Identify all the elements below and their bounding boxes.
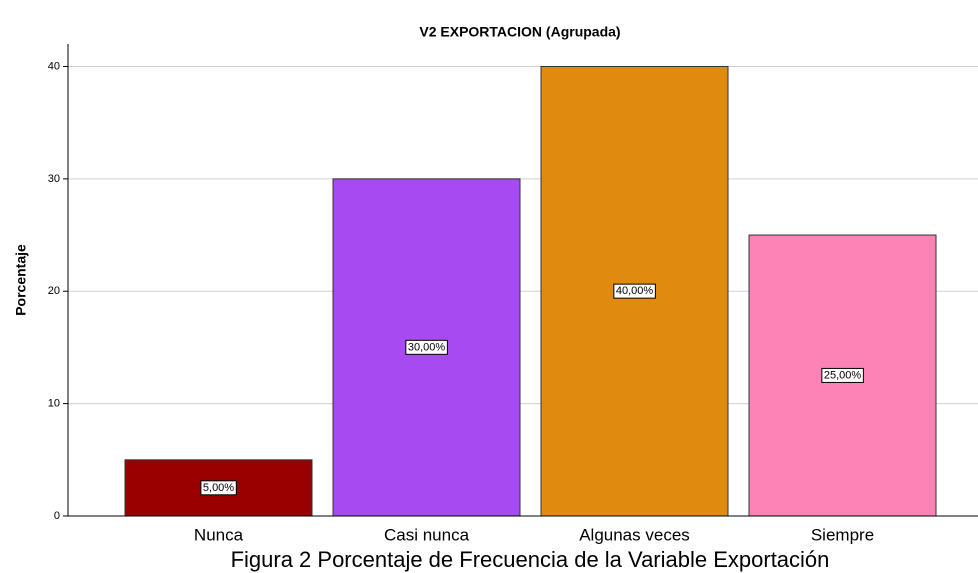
chart-title: V2 EXPORTACION (Agrupada) <box>419 24 620 40</box>
data-label-box <box>613 283 656 299</box>
x-tick-label: Nunca <box>194 525 244 544</box>
data-label-box <box>200 480 237 496</box>
y-tick-label: 40 <box>48 60 60 72</box>
data-label: 5,00% <box>203 482 234 494</box>
data-label-box <box>405 339 448 355</box>
data-label: 40,00% <box>616 285 654 297</box>
x-tick-label: Casi nunca <box>384 525 470 544</box>
data-label: 25,00% <box>824 369 862 381</box>
y-tick-label: 0 <box>54 510 60 522</box>
y-tick-label: 20 <box>48 285 60 297</box>
x-tick-label: Algunas veces <box>579 525 690 544</box>
y-tick-label: 30 <box>48 173 60 185</box>
data-label: 30,00% <box>408 341 446 353</box>
x-tick-label: Siempre <box>811 525 874 544</box>
y-tick-label: 10 <box>48 398 60 410</box>
caption: Figura 2 Porcentaje de Frecuencia de la … <box>231 547 830 572</box>
y-axis-label: Porcentaje <box>13 244 29 316</box>
data-label-box <box>821 367 864 383</box>
